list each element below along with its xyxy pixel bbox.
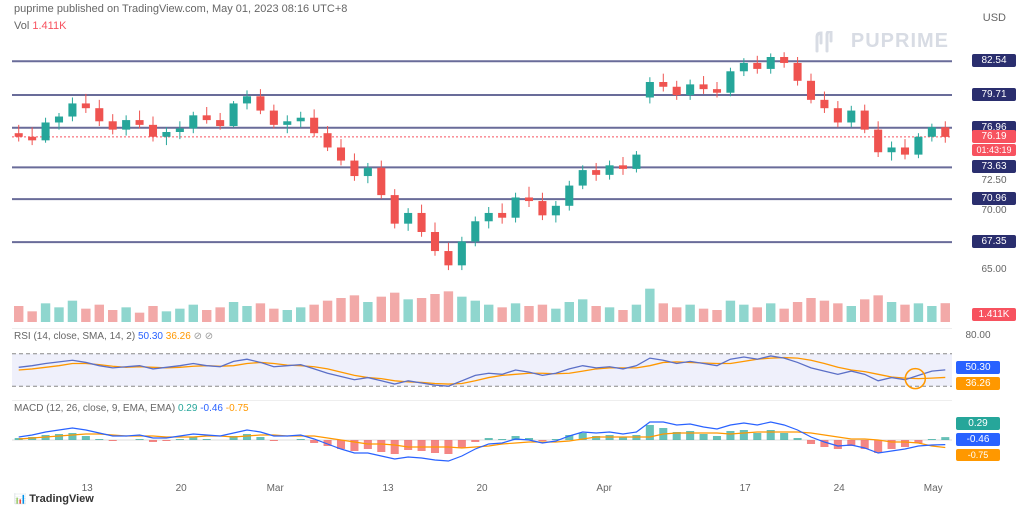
macd-v3: -0.75 [226, 403, 249, 414]
rsi-panel[interactable]: RSI (14, close, SMA, 14, 2) 50.30 36.26 … [12, 328, 952, 396]
macd-v3-tag: -0.75 [956, 449, 1000, 461]
volume-label: Vol 1.411K [14, 20, 66, 32]
macd-v1-tag: 0.29 [956, 417, 1000, 430]
macd-v2-tag: -0.46 [956, 433, 1000, 446]
x-tick: Mar [267, 483, 284, 494]
time-axis: 1320Mar1320Apr1724May [12, 483, 952, 503]
current-price-tag: 76.19 [972, 130, 1016, 143]
publish-date: May 01, 2023 08:16 UTC+8 [212, 3, 347, 15]
price-tick: 65.00 [972, 263, 1016, 276]
rsi-v2-tag: 36.26 [956, 377, 1000, 390]
vol-value: 1.411K [32, 20, 66, 32]
currency-label: USD [983, 12, 1006, 24]
vol-text: Vol [14, 20, 29, 32]
chart-header: puprime published on TradingView.com, Ma… [14, 3, 347, 15]
x-tick: May [924, 483, 943, 494]
rsi-v1: 50.30 [138, 331, 163, 342]
price-tick: 72.50 [972, 174, 1016, 187]
price-level-tag: 82.54 [972, 54, 1016, 67]
price-level-tag: 67.35 [972, 235, 1016, 248]
tv-logo-text: TradingView [29, 493, 94, 505]
x-tick: 17 [740, 483, 751, 494]
macd-panel[interactable]: MACD (12, 26, close, 9, EMA, EMA) 0.29 -… [12, 400, 952, 464]
macd-v1: 0.29 [178, 403, 197, 414]
price-tick: 70.00 [972, 204, 1016, 217]
price-level-tag: 73.63 [972, 160, 1016, 173]
published-on: published on TradingView.com, [57, 3, 209, 15]
x-tick: Apr [596, 483, 612, 494]
rsi-upper-tag: 80.00 [956, 329, 1000, 342]
volume-axis-tag: 1.411K [972, 308, 1016, 321]
x-tick: 24 [834, 483, 845, 494]
price-chart[interactable] [12, 32, 952, 322]
x-tick: 20 [476, 483, 487, 494]
publisher: puprime [14, 3, 54, 15]
rsi-icons: ⊘ ⊘ [194, 331, 214, 342]
rsi-v2: 36.26 [166, 331, 191, 342]
macd-title: MACD (12, 26, close, 9, EMA, EMA) [14, 403, 175, 414]
price-level-tag: 79.71 [972, 88, 1016, 101]
tradingview-logo: TradingView [14, 493, 94, 505]
macd-v2: -0.46 [200, 403, 223, 414]
x-tick: 20 [176, 483, 187, 494]
rsi-v1-tag: 50.30 [956, 361, 1000, 374]
rsi-title: RSI (14, close, SMA, 14, 2) [14, 331, 135, 342]
price-candles-svg [12, 32, 952, 322]
price-axis: 82.5479.7176.9673.6370.9667.3576.1901:43… [968, 32, 1016, 322]
x-tick: 13 [382, 483, 393, 494]
rsi-label: RSI (14, close, SMA, 14, 2) 50.30 36.26 … [14, 331, 213, 342]
macd-label: MACD (12, 26, close, 9, EMA, EMA) 0.29 -… [14, 403, 249, 414]
countdown-tag: 01:43:19 [972, 144, 1016, 156]
